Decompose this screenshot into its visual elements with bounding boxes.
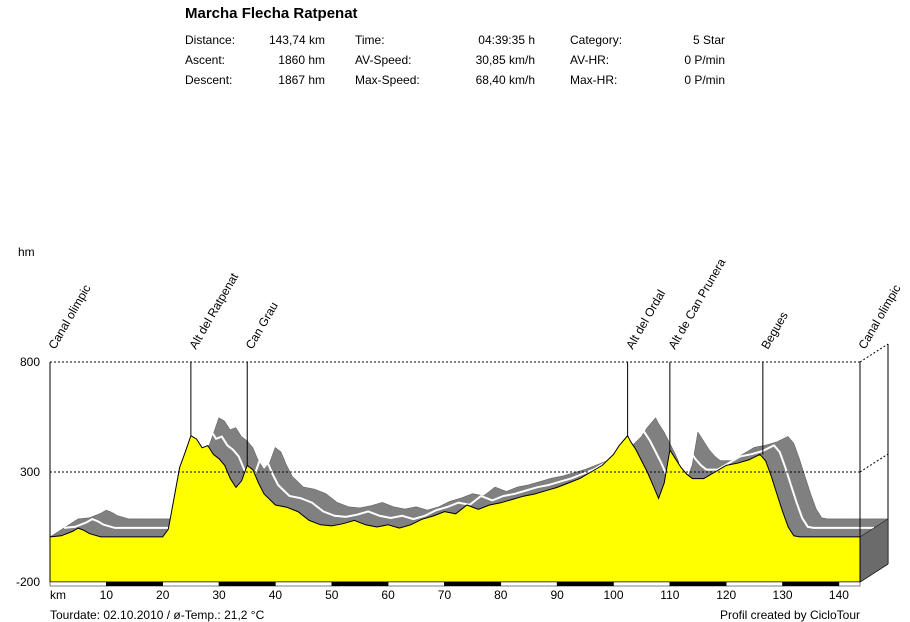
- landmark-label: Alt del Ordal: [623, 287, 668, 351]
- x-tick-label: 90: [550, 588, 564, 602]
- x-tick-label: 20: [156, 588, 170, 602]
- landmark-label: Can Grau: [243, 299, 281, 351]
- x-scale-segment: [782, 581, 840, 587]
- stats-values-col3: 5 Star 0 P/min 0 P/min: [645, 30, 725, 90]
- landmark-label: Alt de Can Prunera: [665, 256, 728, 352]
- y-tick-label: -200: [16, 575, 40, 589]
- x-tick-label: 40: [269, 588, 283, 602]
- stat-value-time: 04:39:35 h: [478, 33, 535, 47]
- stat-label-max-hr: Max-HR:: [570, 73, 618, 87]
- x-scale-segment: [331, 581, 389, 587]
- x-tick-label: 10: [100, 588, 114, 602]
- stat-label-ascent: Ascent:: [185, 53, 226, 67]
- x-scale-segment: [162, 581, 220, 587]
- x-tick-label: 110: [660, 588, 679, 602]
- elevation-line: [49, 434, 860, 538]
- depth-gridline-300: [859, 453, 889, 473]
- x-scale-segment: [218, 581, 276, 587]
- x-tick-label: 60: [381, 588, 395, 602]
- credit-text: Profil created by CicloTour: [720, 608, 860, 622]
- stat-label-time: Time:: [355, 33, 385, 47]
- stats-labels-col2: Time: AV-Speed: Max-Speed:: [355, 30, 420, 90]
- x-scale-segment: [49, 581, 107, 587]
- stat-label-descent: Descent:: [185, 73, 233, 87]
- x-tick-label: 70: [438, 588, 452, 602]
- stats-values-col1: 143,74 km 1860 hm 1867 hm: [245, 30, 325, 90]
- y-tick-label: 800: [20, 355, 40, 369]
- x-scale-segment: [613, 581, 671, 587]
- elevation-area: [50, 435, 860, 582]
- depth-top-edge: [859, 343, 889, 363]
- x-tick-label: 30: [212, 588, 226, 602]
- stat-value-descent: 1867 hm: [278, 73, 325, 87]
- x-tick-label: 140: [829, 588, 849, 602]
- stat-value-max-speed: 68,40 km/h: [475, 73, 535, 87]
- x-scale-segment: [387, 581, 445, 587]
- stat-value-av-speed: 30,85 km/h: [475, 53, 535, 67]
- x-scale-segment: [275, 581, 333, 587]
- x-scale-segment: [106, 581, 163, 587]
- x-tick-label: 120: [716, 588, 736, 602]
- stat-label-max-speed: Max-Speed:: [355, 73, 420, 87]
- stat-label-category: Category:: [570, 33, 623, 47]
- stats-values-col2: 04:39:35 h 30,85 km/h 68,40 km/h: [440, 30, 535, 90]
- x-scale-segment: [500, 581, 558, 587]
- x-tick-label: 130: [773, 588, 793, 602]
- landmark-label: Canal olimpic: [45, 282, 93, 351]
- x-tick-label: 50: [325, 588, 339, 602]
- x-scale-segment: [669, 581, 727, 587]
- x-scale-segment: [556, 581, 614, 587]
- landmark-label: Canal olimpic: [855, 282, 903, 351]
- stat-value-ascent: 1860 hm: [278, 53, 325, 67]
- x-tick-label: 80: [494, 588, 508, 602]
- y-tick-label: 300: [20, 465, 40, 479]
- landmark-label: Begues: [758, 309, 790, 351]
- stat-value-distance: 143,74 km: [268, 33, 325, 47]
- stat-value-av-hr: 0 P/min: [684, 53, 725, 67]
- y-axis-label: hm: [18, 245, 35, 259]
- stat-value-max-hr: 0 P/min: [684, 73, 725, 87]
- x-scale-segment: [444, 581, 502, 587]
- x-scale-segment: [838, 581, 861, 587]
- stats-labels-col1: Distance: Ascent: Descent:: [185, 30, 235, 90]
- tourdate-text: Tourdate: 02.10.2010 / ø-Temp.: 21,2 °C: [50, 608, 265, 622]
- profile-shadow-highlight: [63, 424, 874, 529]
- stat-label-distance: Distance:: [185, 33, 236, 47]
- stat-label-av-hr: AV-HR:: [570, 53, 610, 67]
- stat-value-category: 5 Star: [692, 33, 725, 47]
- x-scale-segment: [725, 581, 783, 587]
- x-tick-label: 100: [604, 588, 624, 602]
- landmark-label: Alt del Ratpenat: [186, 270, 241, 352]
- stat-label-av-speed: AV-Speed:: [355, 53, 412, 67]
- chart-title: Marcha Flecha Ratpenat: [185, 5, 358, 22]
- x-axis-label: km: [50, 588, 66, 602]
- stats-labels-col3: Category: AV-HR: Max-HR:: [570, 30, 622, 90]
